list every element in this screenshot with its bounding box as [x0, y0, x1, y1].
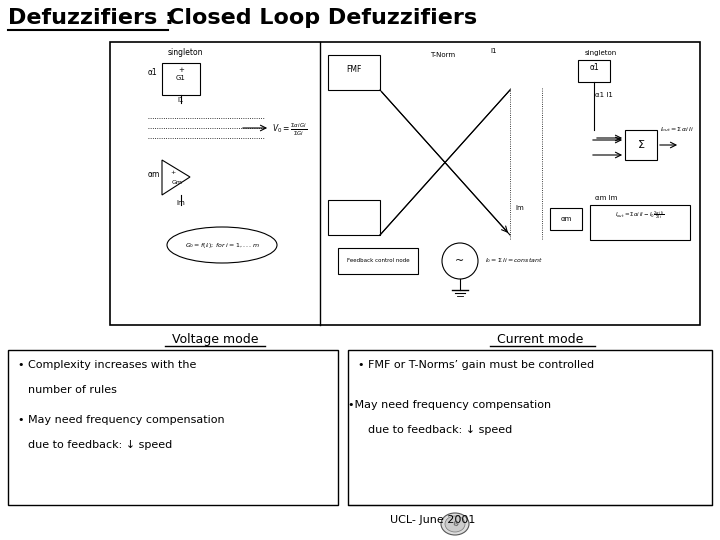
Text: number of rules: number of rules [28, 385, 117, 395]
Ellipse shape [441, 513, 469, 535]
Text: singleton: singleton [585, 50, 617, 56]
Text: α1: α1 [148, 68, 158, 77]
Polygon shape [162, 160, 190, 195]
Text: Feedback control node: Feedback control node [347, 259, 409, 264]
Bar [550, 208, 582, 230]
Text: due to feedback: ↓ speed: due to feedback: ↓ speed [368, 425, 512, 435]
Text: UCL- June 2001: UCL- June 2001 [390, 515, 475, 525]
Text: +: + [170, 170, 175, 175]
Text: $I_{out}=\Sigma\alpha i\,Ii - I_0\frac{\Sigma\alpha i\,Ii}{\Sigma Ii}$: $I_{out}=\Sigma\alpha i\,Ii - I_0\frac{\… [616, 209, 665, 221]
Text: αm: αm [148, 170, 161, 179]
Text: • May need frequency compensation: • May need frequency compensation [18, 415, 225, 425]
Text: Σ: Σ [637, 140, 644, 150]
Text: Defuzzifiers :: Defuzzifiers : [8, 8, 181, 28]
Text: αm Im: αm Im [595, 195, 617, 201]
Text: I1: I1 [490, 48, 497, 54]
Text: Im: Im [176, 200, 185, 206]
Text: G1: G1 [176, 75, 186, 81]
Text: T-Norm: T-Norm [430, 52, 455, 58]
Text: $V_0 = \frac{\Sigma\alpha i\,Gi}{\Sigma Gi}$: $V_0 = \frac{\Sigma\alpha i\,Gi}{\Sigma … [272, 122, 307, 138]
Bar [590, 205, 690, 240]
Text: singleton: singleton [167, 48, 203, 57]
Text: $I_{out}=\Sigma\,\alpha i\,Ii$: $I_{out}=\Sigma\,\alpha i\,Ii$ [660, 125, 694, 134]
Text: ⚙: ⚙ [452, 521, 458, 527]
Bar [625, 130, 657, 160]
Text: •May need frequency compensation: •May need frequency compensation [348, 400, 551, 410]
Ellipse shape [445, 516, 465, 532]
Bar [578, 60, 610, 82]
Bar [348, 350, 712, 505]
Text: Closed Loop Defuzzifiers: Closed Loop Defuzzifiers [168, 8, 477, 28]
Bar [338, 248, 418, 274]
Text: $G_0 = f(l_i);\;for\;i=1,...m$: $G_0 = f(l_i);\;for\;i=1,...m$ [184, 240, 259, 249]
Text: α1: α1 [589, 64, 599, 72]
Text: Gm: Gm [172, 180, 183, 185]
Text: αm: αm [560, 216, 572, 222]
Bar [110, 42, 700, 325]
Ellipse shape [167, 227, 277, 263]
Text: • Complexity increases with the: • Complexity increases with the [18, 360, 197, 370]
Text: due to feedback: ↓ speed: due to feedback: ↓ speed [28, 440, 172, 450]
Text: FMF: FMF [346, 65, 361, 75]
Text: $I_0 = \Sigma\,li = constant$: $I_0 = \Sigma\,li = constant$ [485, 256, 543, 265]
Bar [8, 350, 338, 505]
Text: α1 I1: α1 I1 [595, 92, 613, 98]
Bar [328, 55, 380, 90]
Text: Voltage mode: Voltage mode [172, 333, 258, 346]
Text: Current mode: Current mode [497, 333, 583, 346]
Circle shape [442, 243, 478, 279]
Text: • FMF or T-Norms’ gain must be controlled: • FMF or T-Norms’ gain must be controlle… [358, 360, 594, 370]
Text: Im: Im [515, 205, 523, 211]
Bar [162, 63, 200, 95]
Text: I1: I1 [178, 97, 184, 103]
Text: +: + [178, 67, 184, 73]
Text: ~: ~ [455, 256, 464, 266]
Bar [328, 200, 380, 235]
